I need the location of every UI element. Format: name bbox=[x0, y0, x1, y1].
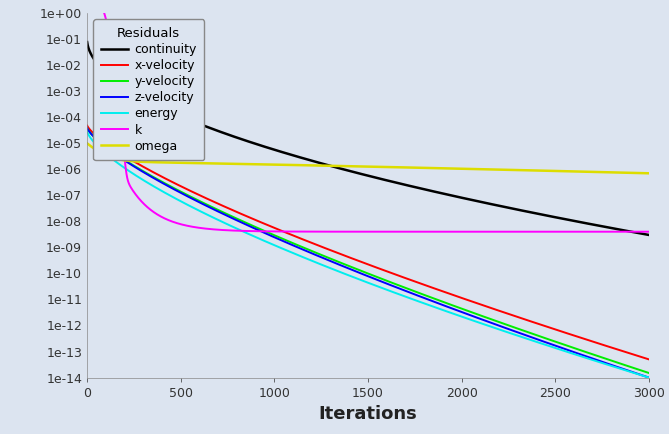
continuity bbox=[298, 155, 306, 161]
z-velocity bbox=[645, 375, 653, 380]
omega bbox=[645, 171, 653, 176]
x-velocity bbox=[147, 168, 155, 174]
continuity bbox=[573, 219, 581, 224]
energy bbox=[323, 264, 331, 270]
continuity bbox=[323, 162, 331, 168]
energy bbox=[645, 375, 653, 380]
x-velocity bbox=[83, 123, 91, 128]
k bbox=[147, 208, 155, 213]
z-velocity bbox=[147, 174, 155, 179]
Line: z-velocity: z-velocity bbox=[87, 128, 649, 378]
energy bbox=[634, 372, 642, 377]
x-velocity bbox=[634, 353, 642, 358]
Line: energy: energy bbox=[87, 132, 649, 378]
k bbox=[181, 223, 189, 228]
continuity bbox=[147, 100, 155, 105]
y-velocity bbox=[298, 245, 306, 250]
k bbox=[645, 229, 653, 234]
y-velocity bbox=[573, 347, 581, 352]
y-velocity bbox=[645, 370, 653, 375]
continuity bbox=[645, 232, 653, 237]
omega bbox=[83, 141, 91, 146]
k bbox=[83, 9, 91, 14]
omega bbox=[323, 163, 331, 168]
z-velocity bbox=[573, 351, 581, 356]
k bbox=[92, 0, 100, 3]
y-velocity bbox=[323, 255, 331, 260]
y-velocity bbox=[181, 191, 189, 196]
energy bbox=[573, 352, 581, 358]
energy bbox=[298, 254, 306, 260]
z-velocity bbox=[323, 257, 331, 262]
k bbox=[299, 229, 307, 234]
k bbox=[573, 229, 581, 234]
y-velocity bbox=[147, 173, 155, 178]
continuity bbox=[83, 39, 91, 45]
x-velocity bbox=[573, 334, 581, 339]
x-velocity bbox=[298, 237, 306, 242]
k bbox=[634, 229, 642, 234]
omega bbox=[573, 169, 581, 174]
Line: continuity: continuity bbox=[87, 42, 649, 235]
Line: x-velocity: x-velocity bbox=[87, 125, 649, 359]
Line: omega: omega bbox=[87, 143, 649, 173]
x-velocity bbox=[323, 246, 331, 251]
continuity bbox=[634, 230, 642, 236]
omega bbox=[147, 160, 155, 165]
energy bbox=[181, 201, 189, 206]
y-velocity bbox=[83, 125, 91, 131]
z-velocity bbox=[83, 125, 91, 131]
k bbox=[323, 229, 331, 234]
continuity bbox=[181, 115, 189, 121]
energy bbox=[147, 182, 155, 187]
energy bbox=[83, 129, 91, 134]
Line: k: k bbox=[87, 0, 649, 232]
x-velocity bbox=[181, 185, 189, 191]
z-velocity bbox=[298, 247, 306, 252]
z-velocity bbox=[181, 192, 189, 197]
X-axis label: Iterations: Iterations bbox=[318, 405, 417, 423]
omega bbox=[181, 160, 189, 165]
z-velocity bbox=[634, 371, 642, 376]
Legend: continuity, x-velocity, y-velocity, z-velocity, energy, k, omega: continuity, x-velocity, y-velocity, z-ve… bbox=[93, 19, 204, 160]
omega bbox=[298, 163, 306, 168]
Line: y-velocity: y-velocity bbox=[87, 128, 649, 373]
omega bbox=[634, 171, 642, 176]
x-velocity bbox=[645, 357, 653, 362]
y-velocity bbox=[634, 367, 642, 372]
